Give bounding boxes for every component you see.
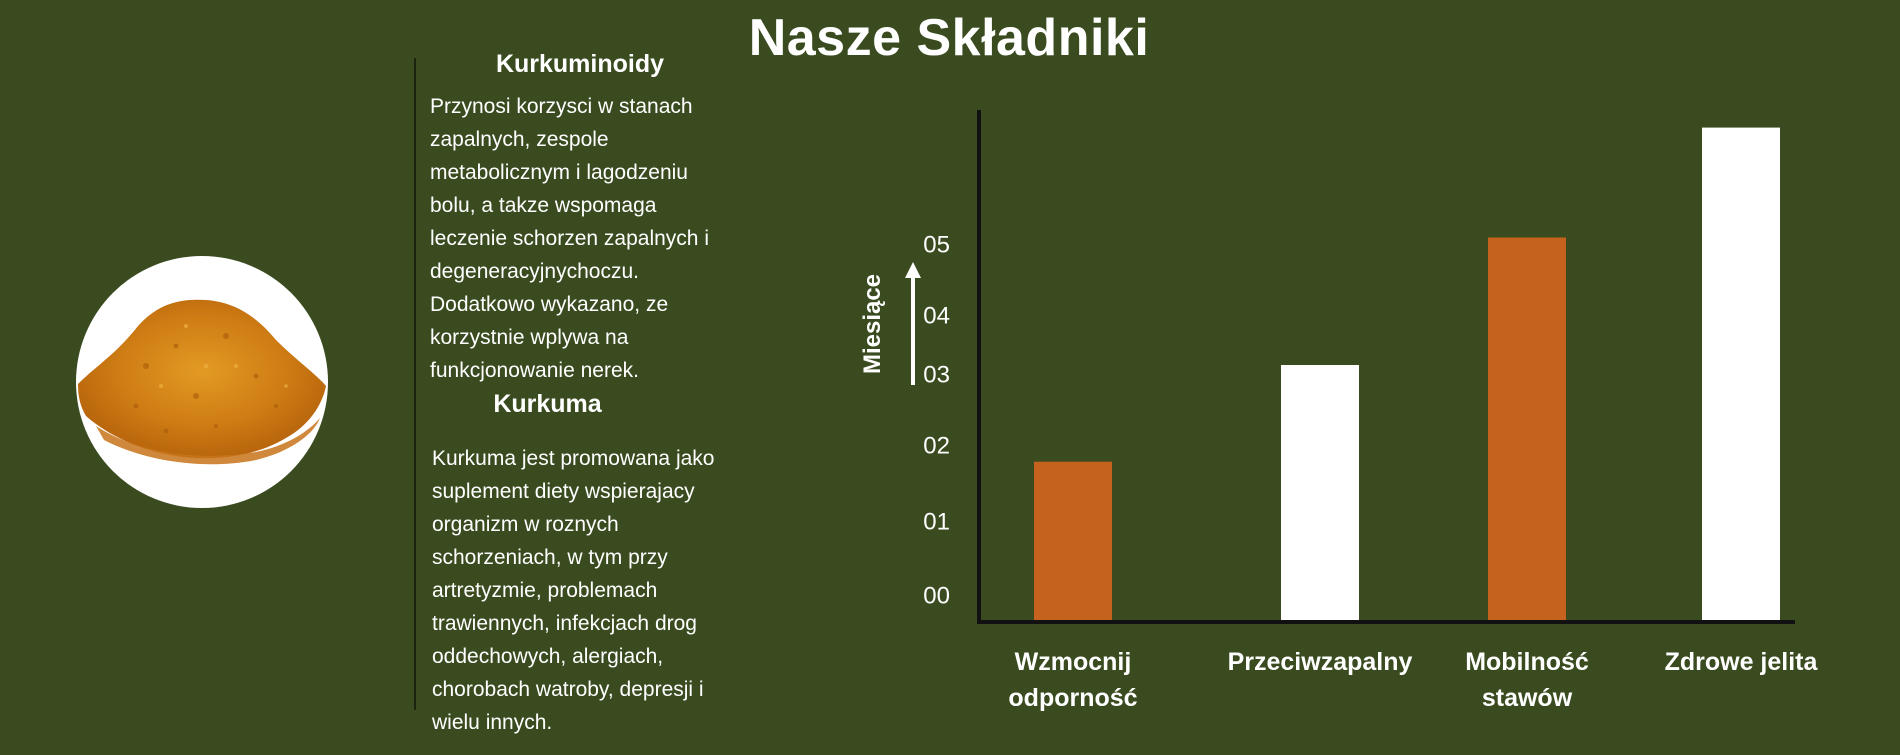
text-line: metabolicznym i lagodzeniu	[430, 161, 688, 184]
y-axis-arrow-head	[905, 262, 921, 278]
y-tick-label: 01	[923, 508, 950, 535]
text-line: organizm w roznych	[432, 513, 619, 536]
text-line: korzystnie wplywa na	[430, 326, 629, 349]
y-tick-label: 02	[923, 432, 950, 459]
text-line: schorzeniach, w tym przy	[432, 546, 668, 569]
page-title: Nasze Składniki	[748, 9, 1150, 67]
bar	[1488, 237, 1566, 620]
text-line: artretyzmie, problemach	[432, 579, 658, 602]
y-tick-label: 04	[923, 302, 950, 329]
column-divider	[414, 58, 416, 710]
text-line: Kurkuma jest promowana jako	[432, 447, 715, 470]
section-heading-kurkuminoidy: Kurkuminoidy	[495, 50, 665, 78]
turmeric-powder-image	[76, 256, 328, 508]
y-axis-label: Miesiące	[860, 274, 886, 374]
x-tick-label: Zdrowe jelita	[1665, 648, 1819, 676]
turmeric-powder-icon	[76, 256, 328, 508]
x-tick-label: odporność	[1008, 684, 1137, 712]
text-line: trawiennych, infekcjach drog	[432, 612, 697, 635]
bar-chart-svg: 00 01 02 03 04 05 Miesiące Wzmocnij odporność Prz…	[859, 100, 1819, 712]
text-line: degeneracyjnychoczu.	[430, 260, 639, 283]
x-tick-label: Przeciwzapalny	[1228, 648, 1413, 676]
section-body-kurkuma: Kurkuma jest promowana jako suplement di…	[432, 442, 762, 739]
bar	[1034, 461, 1112, 620]
text-line: oddechowych, alergiach,	[432, 645, 664, 668]
section-body-kurkuminoidy: Przynosi korzysci w stanach zapalnych, z…	[430, 90, 760, 387]
y-tick-label: 00	[923, 582, 950, 609]
text-line: leczenie schorzen zapalnych i	[430, 227, 709, 250]
section-heading-kurkuma: Kurkuma	[493, 390, 602, 418]
x-tick-label: Mobilność	[1465, 648, 1589, 676]
text-line: funkcjonowanie nerek.	[430, 359, 639, 382]
x-tick-label: stawów	[1482, 684, 1573, 712]
x-tick-label: Wzmocnij	[1015, 648, 1132, 676]
bar	[1702, 127, 1780, 620]
text-line: Przynosi korzysci w stanach	[430, 95, 693, 118]
text-line: chorobach watroby, depresji i	[432, 678, 704, 701]
text-line: suplement diety wspierajacy	[432, 480, 695, 503]
text-line: zapalnych, zespole	[430, 128, 609, 151]
text-line: wielu innych.	[432, 711, 553, 734]
y-tick-label: 03	[923, 361, 950, 388]
text-line: Dodatkowo wykazano, ze	[430, 293, 669, 316]
bar-chart: 00 01 02 03 04 05 Miesiące Wzmocnij odporność Prz…	[859, 100, 1860, 750]
y-tick-label: 05	[923, 231, 950, 258]
text-line: bolu, a takze wspomaga	[430, 194, 657, 217]
bar	[1281, 365, 1359, 620]
